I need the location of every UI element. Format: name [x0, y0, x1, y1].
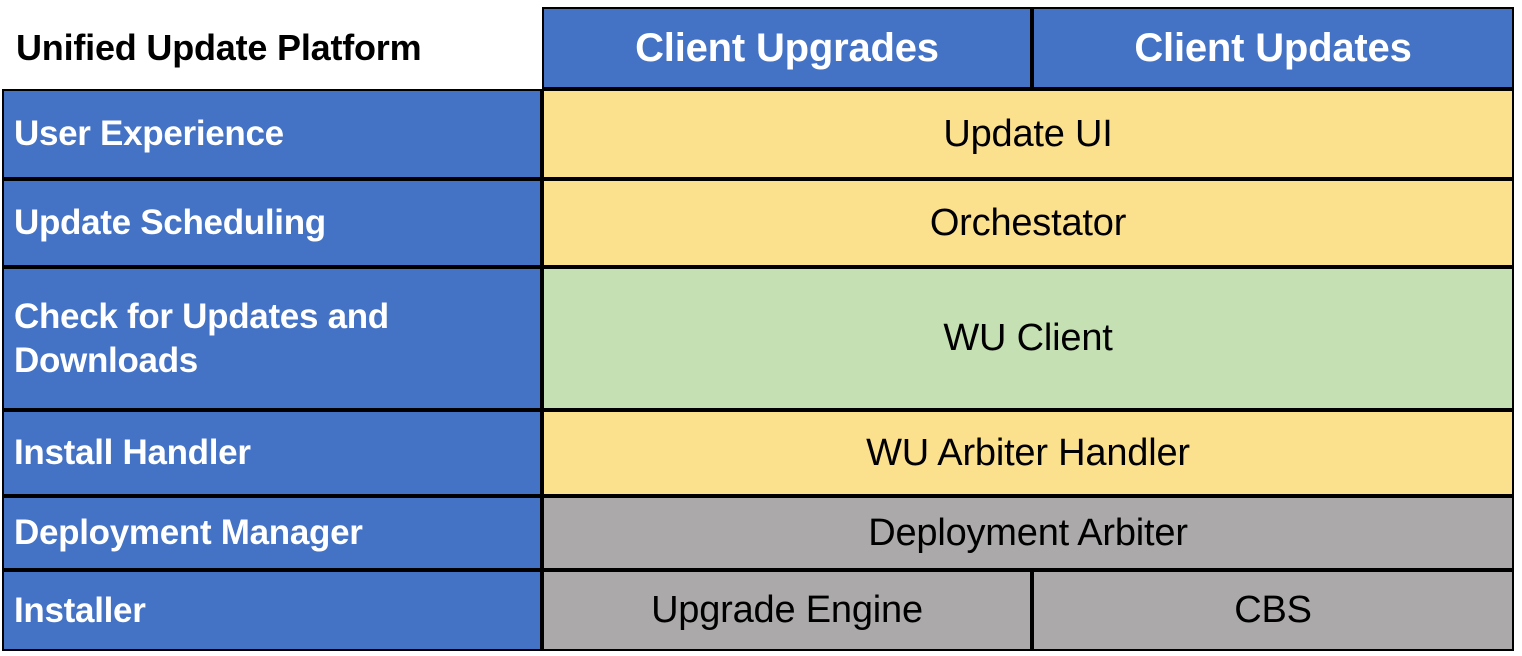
row-label-update-scheduling: Update Scheduling [2, 179, 542, 267]
cell-update-ui: Update UI [542, 89, 1514, 179]
table-grid: Unified Update Platform Client Upgrades … [2, 7, 1514, 651]
cell-deployment-arbiter: Deployment Arbiter [542, 496, 1514, 570]
cell-orchestator: Orchestator [542, 179, 1514, 267]
cell-wu-arbiter-handler: WU Arbiter Handler [542, 410, 1514, 496]
row-label-install-handler: Install Handler [2, 410, 542, 496]
table-corner-title: Unified Update Platform [2, 7, 542, 89]
cell-cbs: CBS [1032, 570, 1514, 651]
cell-upgrade-engine: Upgrade Engine [542, 570, 1032, 651]
row-label-installer: Installer [2, 570, 542, 651]
cell-wu-client: WU Client [542, 267, 1514, 410]
row-label-check-for-updates-and-downloads: Check for Updates and Downloads [2, 267, 542, 410]
row-label-user-experience: User Experience [2, 89, 542, 179]
row-label-deployment-manager: Deployment Manager [2, 496, 542, 570]
column-header-client-updates: Client Updates [1032, 7, 1514, 89]
column-header-client-upgrades: Client Upgrades [542, 7, 1032, 89]
